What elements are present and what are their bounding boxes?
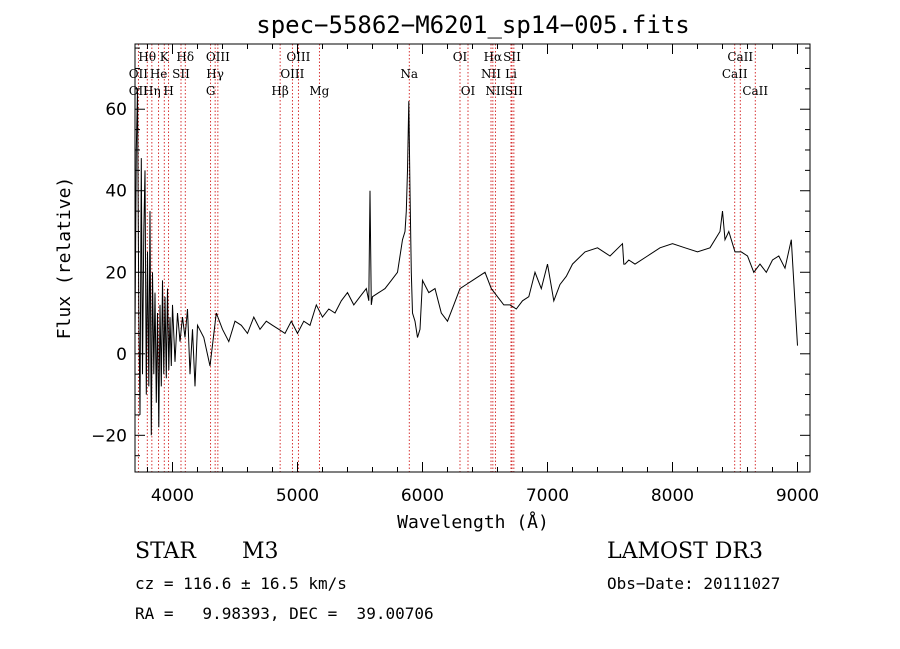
marker-label: NII bbox=[485, 84, 505, 98]
marker-label: CaII bbox=[727, 50, 753, 64]
x-tick-label: 5000 bbox=[276, 486, 319, 506]
marker-label: OIII bbox=[206, 50, 230, 64]
marker-label: Hγ bbox=[206, 67, 224, 81]
marker-label: OII bbox=[129, 67, 149, 81]
marker-label: SII bbox=[505, 84, 523, 98]
marker-label: OI bbox=[461, 84, 476, 98]
marker-label: CaII bbox=[722, 67, 748, 81]
redshift-text: cz = 116.6 ± 16.5 km/s bbox=[135, 574, 347, 593]
marker-label: Hθ bbox=[138, 50, 156, 64]
marker-label: CaII bbox=[742, 84, 768, 98]
x-tick-label: 7000 bbox=[526, 486, 569, 506]
marker-label: K bbox=[160, 50, 170, 64]
marker-label: OII bbox=[129, 84, 149, 98]
x-axis-ticks: 4000 5000 6000 7000 8000 9000 bbox=[147, 44, 819, 506]
coordinates-text: RA = 9.98393, DEC = 39.00706 bbox=[135, 604, 434, 623]
marker-label: G bbox=[206, 84, 216, 98]
obs-date: Obs−Date: 20111027 bbox=[607, 574, 780, 593]
marker-label: Li bbox=[505, 67, 517, 81]
marker-label: OI bbox=[453, 50, 468, 64]
spectrum-line bbox=[134, 88, 798, 436]
x-tick-label: 9000 bbox=[776, 486, 819, 506]
marker-label: Hη bbox=[143, 84, 161, 98]
x-tick-label: 6000 bbox=[401, 486, 444, 506]
marker-label: SII bbox=[503, 50, 521, 64]
marker-label: OIII bbox=[286, 50, 310, 64]
marker-label: Na bbox=[400, 67, 418, 81]
marker-label: Hα bbox=[484, 50, 503, 64]
plot-frame bbox=[134, 43, 811, 473]
marker-label: He bbox=[150, 67, 168, 81]
y-tick-label: 0 bbox=[116, 345, 127, 365]
line-markers bbox=[137, 44, 756, 472]
y-tick-label: −20 bbox=[91, 426, 127, 446]
marker-label: H bbox=[163, 84, 173, 98]
marker-label: Hβ bbox=[271, 84, 288, 98]
marker-label: Hδ bbox=[176, 50, 194, 64]
object-class: STAR bbox=[135, 539, 197, 564]
marker-label: SII bbox=[172, 67, 190, 81]
marker-label: NII bbox=[481, 67, 501, 81]
object-subclass: M3 bbox=[242, 539, 279, 564]
marker-label: Mg bbox=[309, 84, 329, 98]
y-tick-label: 60 bbox=[105, 100, 127, 120]
y-tick-label: 20 bbox=[105, 263, 127, 283]
y-axis-label: Flux (relative) bbox=[54, 177, 75, 340]
y-axis-ticks: −20 0 20 40 60 bbox=[91, 47, 810, 457]
x-axis-label: Wavelength (Å) bbox=[397, 511, 549, 533]
marker-label: OIII bbox=[280, 67, 304, 81]
y-tick-label: 40 bbox=[105, 182, 127, 202]
survey-name: LAMOST DR3 bbox=[607, 539, 763, 564]
x-tick-label: 8000 bbox=[651, 486, 694, 506]
chart-title: spec−55862−M6201_sp14−005.fits bbox=[256, 11, 689, 39]
x-tick-label: 4000 bbox=[151, 486, 194, 506]
